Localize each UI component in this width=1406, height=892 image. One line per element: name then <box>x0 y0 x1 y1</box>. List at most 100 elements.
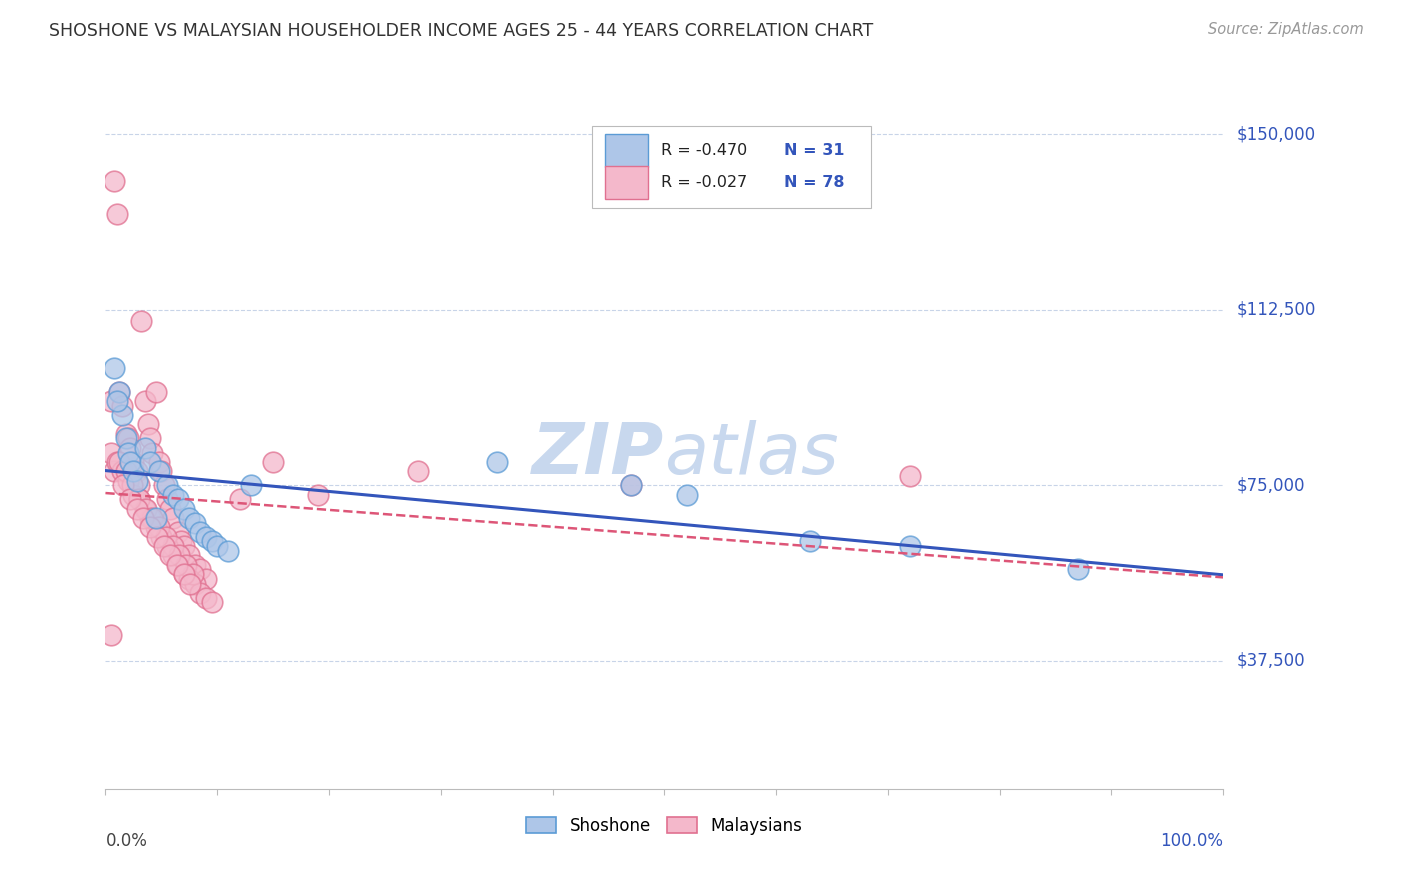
Point <box>174 558 197 572</box>
Point <box>173 567 195 582</box>
Text: atlas: atlas <box>665 419 839 489</box>
Point <box>620 478 643 492</box>
Point <box>152 478 174 492</box>
Point <box>105 455 128 469</box>
Point <box>118 492 141 507</box>
Point <box>195 591 218 605</box>
Point <box>179 576 201 591</box>
Point <box>105 207 128 221</box>
Point <box>148 464 170 478</box>
Point <box>145 384 167 399</box>
Point <box>181 567 204 582</box>
Point <box>139 432 162 446</box>
Text: SHOSHONE VS MALAYSIAN HOUSEHOLDER INCOME AGES 25 - 44 YEARS CORRELATION CHART: SHOSHONE VS MALAYSIAN HOUSEHOLDER INCOME… <box>49 22 873 40</box>
Point <box>799 534 821 549</box>
Bar <box>605 135 648 167</box>
Point <box>148 520 170 534</box>
Point <box>139 520 162 534</box>
Point <box>179 549 201 563</box>
Point <box>111 408 134 422</box>
Text: 100.0%: 100.0% <box>1160 832 1223 850</box>
Bar <box>592 126 872 208</box>
Point <box>128 492 150 507</box>
Point <box>898 539 921 553</box>
Point <box>167 558 190 572</box>
Point <box>118 455 141 469</box>
Point <box>108 455 131 469</box>
Point <box>184 516 207 530</box>
Point <box>103 464 125 478</box>
Point <box>125 474 148 488</box>
Bar <box>605 167 648 199</box>
Point <box>239 478 262 492</box>
Point <box>485 455 508 469</box>
Point <box>111 399 134 413</box>
Point <box>156 492 179 507</box>
Point <box>114 432 136 446</box>
Point <box>167 524 190 539</box>
Point <box>150 530 173 544</box>
Point <box>128 492 150 507</box>
Point <box>100 394 122 409</box>
Point <box>134 501 156 516</box>
Point <box>179 572 201 586</box>
Point <box>162 549 184 563</box>
Point <box>190 562 212 576</box>
Point <box>117 445 139 459</box>
Text: R = -0.470: R = -0.470 <box>661 144 747 158</box>
Point <box>675 488 697 502</box>
Point <box>103 361 125 376</box>
Point <box>195 572 218 586</box>
Point <box>128 478 150 492</box>
Point <box>114 464 136 478</box>
Point <box>117 474 139 488</box>
Point <box>139 455 162 469</box>
Text: ZIP: ZIP <box>531 419 665 489</box>
Point <box>167 492 190 507</box>
Point <box>146 530 169 544</box>
Point <box>162 511 184 525</box>
Point <box>148 455 170 469</box>
Point <box>139 511 162 525</box>
Point <box>173 501 195 516</box>
Point <box>179 511 201 525</box>
Point <box>112 478 135 492</box>
Text: N = 31: N = 31 <box>785 144 845 158</box>
Point <box>156 478 179 492</box>
Point <box>190 586 212 600</box>
Point <box>100 628 122 642</box>
Point <box>134 394 156 409</box>
Point <box>162 488 184 502</box>
Point <box>190 524 212 539</box>
Point <box>125 464 148 478</box>
Point <box>125 501 148 516</box>
Point <box>898 469 921 483</box>
Point <box>150 464 173 478</box>
Point <box>141 445 163 459</box>
Text: N = 78: N = 78 <box>785 176 845 190</box>
Point <box>262 455 284 469</box>
Point <box>122 488 145 502</box>
Text: Source: ZipAtlas.com: Source: ZipAtlas.com <box>1208 22 1364 37</box>
Point <box>167 549 190 563</box>
Point <box>118 441 141 455</box>
Point <box>135 501 157 516</box>
Point <box>105 394 128 409</box>
Point <box>145 520 167 534</box>
Point <box>184 558 207 572</box>
Point <box>156 539 179 553</box>
Point <box>184 576 207 591</box>
Text: R = -0.027: R = -0.027 <box>661 176 747 190</box>
Text: $150,000: $150,000 <box>1237 125 1316 144</box>
Point <box>217 543 239 558</box>
Text: $112,500: $112,500 <box>1237 301 1316 318</box>
Point <box>122 455 145 469</box>
Point <box>159 549 181 563</box>
Point <box>122 464 145 478</box>
Point <box>228 492 250 507</box>
Point <box>307 488 329 502</box>
Point <box>166 558 188 572</box>
Point <box>114 426 136 441</box>
Point <box>141 511 163 525</box>
Point <box>620 478 643 492</box>
